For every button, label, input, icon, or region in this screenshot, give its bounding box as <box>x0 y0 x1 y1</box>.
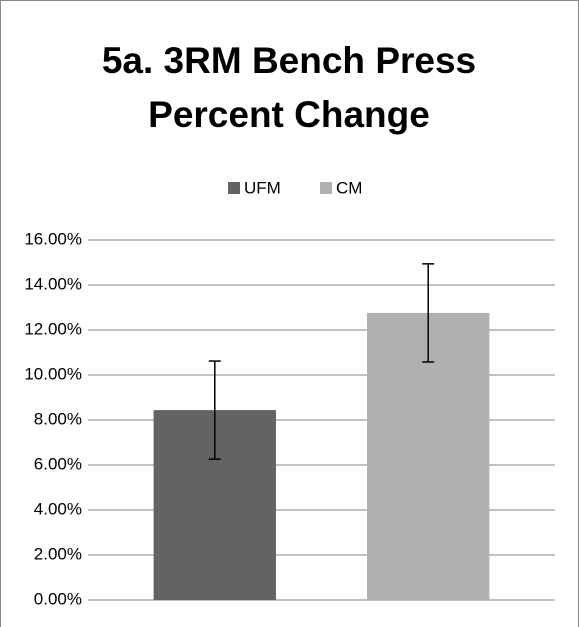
legend-swatch <box>228 182 240 194</box>
legend-label: CM <box>336 178 362 197</box>
y-tick-label: 2.00% <box>34 544 82 563</box>
y-tick-label: 12.00% <box>24 319 82 338</box>
y-tick-label: 8.00% <box>34 409 82 428</box>
y-tick-label: 6.00% <box>34 454 82 473</box>
y-tick-label: 0.00% <box>34 589 82 608</box>
y-tick-label: 4.00% <box>34 499 82 518</box>
error-bar <box>422 263 435 363</box>
chart-title: 5a. 3RM Bench Press Percent Change <box>101 40 477 135</box>
y-tick-label: 14.00% <box>24 274 82 293</box>
y-tick-label: 16.00% <box>24 229 82 248</box>
error-bar <box>208 360 221 460</box>
y-tick-label: 10.00% <box>24 364 82 383</box>
legend-label: UFM <box>244 178 281 197</box>
legend-swatch <box>320 182 332 194</box>
